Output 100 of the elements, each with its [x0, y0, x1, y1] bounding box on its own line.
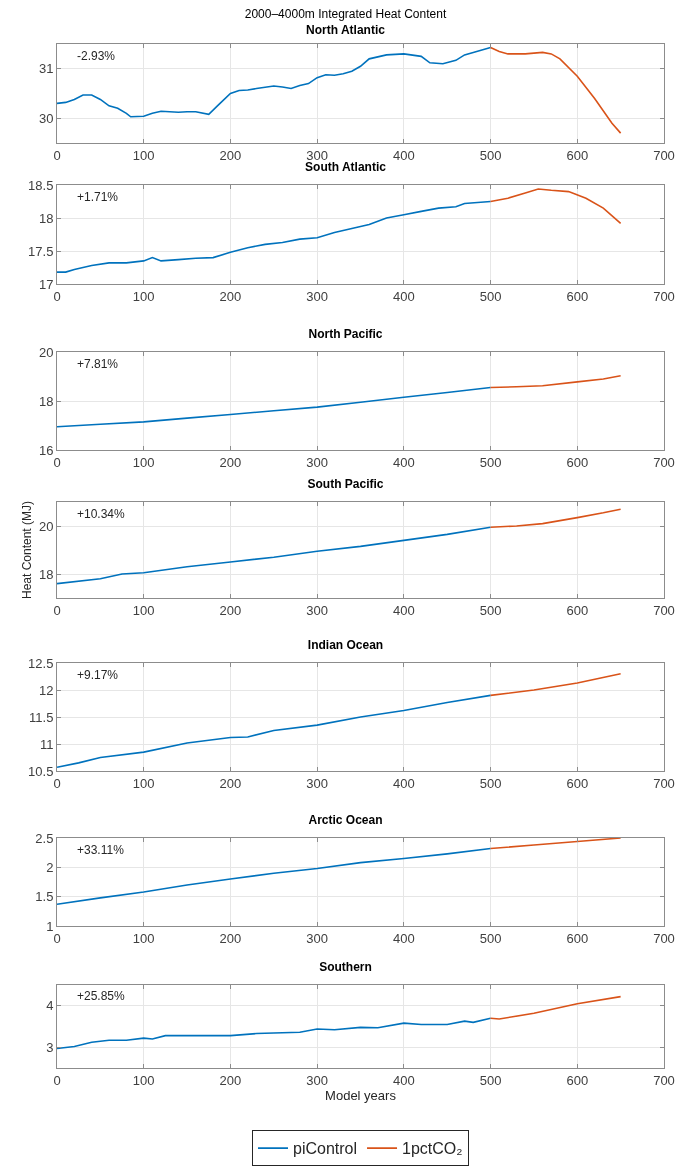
legend-label: 1pctCO₂ [402, 1140, 463, 1158]
x-tick-label: 400 [393, 288, 415, 304]
x-tick-label: 200 [219, 775, 242, 791]
x-tick-label: 300 [306, 775, 328, 791]
y-axis-title: Heat Content (MJ) [20, 500, 35, 600]
x-tick-label: 600 [566, 1072, 589, 1088]
x-tick-label: 300 [306, 930, 328, 946]
chart-title: South Atlantic [305, 160, 387, 175]
y-tick-label: 16 [38, 442, 54, 458]
y-tick-label: 18 [38, 210, 54, 226]
x-tick-label: 700 [653, 602, 675, 618]
line-series [57, 526, 492, 585]
line-series [489, 995, 622, 1020]
x-tick-label: 700 [653, 930, 675, 946]
y-tick-label: 18.5 [28, 177, 54, 193]
x-tick-label: 500 [479, 147, 502, 163]
y-tick-label: 18 [38, 566, 54, 582]
x-tick-label: 0 [53, 288, 61, 304]
annotation: -2.93% [77, 49, 116, 63]
line-series [489, 838, 622, 850]
y-tick-label: 12 [38, 682, 54, 698]
x-tick-label: 200 [219, 930, 242, 946]
line-series [57, 386, 492, 428]
x-tick-label: 400 [393, 1072, 415, 1088]
x-tick-label: 0 [53, 147, 61, 163]
x-tick-label: 100 [132, 1072, 155, 1088]
x-tick-label: 200 [219, 602, 242, 618]
x-tick-label: 200 [219, 288, 242, 304]
x-tick-label: 0 [53, 930, 61, 946]
x-tick-label: 500 [479, 930, 502, 946]
x-tick-label: 700 [653, 775, 675, 791]
chart-title: Arctic Ocean [308, 813, 383, 828]
chart-title: Indian Ocean [307, 638, 384, 653]
x-tick-label: 100 [132, 602, 155, 618]
x-tick-label: 100 [132, 775, 155, 791]
x-tick-label: 500 [479, 454, 502, 470]
x-tick-label: 200 [219, 147, 242, 163]
annotation: +9.17% [77, 668, 119, 682]
x-tick-label: 400 [393, 602, 415, 618]
legend-label: piControl [293, 1140, 358, 1158]
chart-title: Southern [319, 960, 372, 975]
chart-title: 2000–4000m Integrated Heat Content [244, 7, 447, 21]
line-series [57, 46, 492, 118]
y-tick-label: 17 [38, 276, 54, 292]
y-tick-label: 18 [38, 393, 54, 409]
line-series [57, 847, 492, 906]
x-tick-label: 0 [53, 775, 61, 791]
x-tick-label: 100 [132, 454, 155, 470]
y-tick-label: 3 [46, 1039, 54, 1055]
y-tick-label: 17.5 [28, 243, 54, 259]
x-tick-label: 0 [53, 454, 61, 470]
x-tick-label: 200 [219, 454, 242, 470]
x-tick-label: 400 [393, 454, 415, 470]
x-tick-label: 300 [306, 147, 328, 163]
y-tick-label: 11 [39, 736, 54, 752]
annotation: +10.34% [77, 507, 126, 521]
x-tick-label: 600 [566, 930, 589, 946]
line-series [489, 673, 622, 697]
y-tick-label: 2.5 [35, 830, 54, 846]
x-tick-label: 400 [393, 775, 415, 791]
x-tick-label: 100 [132, 288, 155, 304]
chart-subtitle: North Atlantic [306, 22, 386, 37]
line-series [57, 1017, 492, 1050]
x-tick-label: 300 [306, 288, 328, 304]
annotation: +1.71% [77, 190, 119, 204]
x-tick-label: 600 [566, 775, 589, 791]
y-tick-label: 4 [46, 998, 54, 1014]
x-tick-label: 600 [566, 602, 589, 618]
y-tick-label: 2 [46, 859, 54, 875]
line-series [57, 200, 492, 273]
annotation: +33.11% [77, 843, 125, 857]
x-tick-label: 500 [479, 602, 502, 618]
x-tick-label: 700 [653, 147, 675, 163]
x-tick-label: 500 [479, 1072, 502, 1088]
x-tick-label: 300 [306, 454, 328, 470]
y-tick-label: 31 [38, 61, 54, 77]
y-tick-label: 20 [38, 518, 54, 534]
y-tick-label: 30 [38, 110, 54, 126]
annotation: +7.81% [77, 357, 119, 371]
line-series [489, 188, 622, 225]
x-tick-label: 100 [132, 147, 155, 163]
y-tick-label: 12.5 [28, 655, 54, 671]
y-tick-label: 1 [46, 918, 54, 934]
y-tick-label: 11.5 [29, 709, 54, 725]
x-tick-label: 400 [393, 930, 415, 946]
x-tick-label: 600 [566, 288, 589, 304]
line-series [489, 508, 622, 528]
x-tick-label: 200 [219, 1072, 242, 1088]
x-tick-label: 0 [53, 602, 61, 618]
chart-title: South Pacific [307, 477, 384, 492]
x-tick-label: 0 [53, 1072, 61, 1088]
x-tick-label: 700 [653, 454, 675, 470]
x-tick-label: 100 [132, 930, 155, 946]
line-series [57, 694, 492, 769]
x-tick-label: 300 [306, 1072, 328, 1088]
x-axis-title: Model years [325, 1087, 397, 1103]
x-tick-label: 600 [566, 454, 589, 470]
chart-title: North Pacific [308, 327, 383, 342]
y-tick-label: 10.5 [28, 763, 54, 779]
x-tick-label: 600 [566, 147, 589, 163]
